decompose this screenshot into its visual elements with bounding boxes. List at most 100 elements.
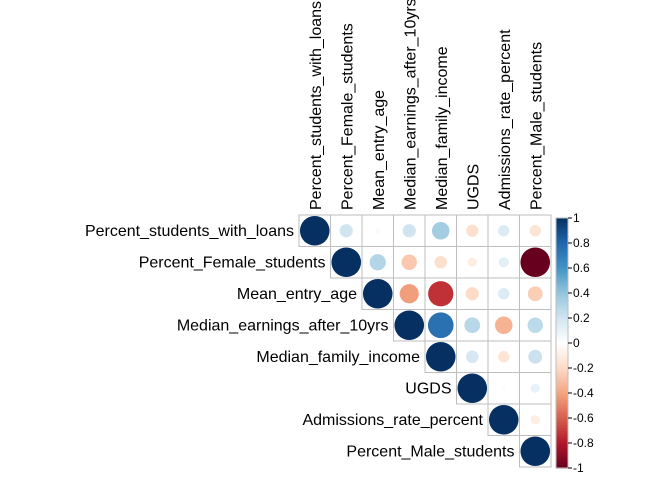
legend-swatch bbox=[556, 445, 568, 449]
correlation-circle bbox=[431, 221, 450, 240]
legend-swatch bbox=[556, 228, 568, 232]
legend-swatch bbox=[556, 280, 568, 284]
legend-swatch bbox=[556, 448, 568, 452]
legend-swatch bbox=[556, 263, 568, 267]
legend-swatch bbox=[556, 270, 568, 274]
correlation-circle bbox=[402, 224, 416, 238]
correlation-circle bbox=[467, 257, 477, 267]
row-label: UGDS bbox=[405, 380, 451, 397]
correlation-circle bbox=[362, 278, 393, 309]
legend-swatch bbox=[556, 435, 568, 439]
legend-tick-label: 1 bbox=[573, 211, 580, 225]
legend-swatch bbox=[556, 318, 568, 322]
legend-swatch bbox=[556, 418, 568, 422]
legend-swatch bbox=[556, 230, 568, 234]
legend-swatch bbox=[556, 393, 568, 397]
correlation-circle bbox=[528, 349, 543, 364]
correlation-circle bbox=[498, 225, 510, 237]
legend-tick-label: 0.4 bbox=[573, 286, 590, 300]
correlation-circle bbox=[498, 351, 510, 363]
correlation-circle bbox=[530, 415, 540, 425]
legend-tick-label: 0 bbox=[573, 336, 580, 350]
legend-swatch bbox=[556, 233, 568, 237]
legend-swatch bbox=[556, 443, 568, 447]
legend-swatch bbox=[556, 400, 568, 404]
legend-swatch bbox=[556, 315, 568, 319]
correlation-circle bbox=[527, 317, 543, 333]
correlation-circle bbox=[401, 254, 417, 270]
legend-swatch bbox=[556, 463, 568, 467]
legend-swatch bbox=[556, 395, 568, 399]
legend-swatch bbox=[556, 273, 568, 277]
legend-swatch bbox=[556, 325, 568, 329]
color-legend: 1 0.8 0.6 0.4 0.2 0 -0.2 -0.4 -0.6 -0.8 -1 bbox=[555, 211, 594, 475]
correlation-circle bbox=[375, 228, 381, 234]
legend-swatch bbox=[556, 425, 568, 429]
legend-swatch bbox=[556, 283, 568, 287]
legend-swatch bbox=[556, 450, 568, 454]
correlation-circle bbox=[529, 225, 541, 237]
legend-swatch bbox=[556, 390, 568, 394]
legend-swatch bbox=[556, 363, 568, 367]
legend-swatch bbox=[556, 403, 568, 407]
legend-tick-label: 0.8 bbox=[573, 236, 590, 250]
legend-tick-label: -0.8 bbox=[573, 436, 594, 450]
correlation-circle bbox=[399, 284, 419, 304]
legend-swatch bbox=[556, 305, 568, 309]
legend-swatch bbox=[556, 353, 568, 357]
legend-swatch bbox=[556, 398, 568, 402]
correlation-circle bbox=[339, 224, 353, 238]
correlation-circles bbox=[299, 215, 551, 467]
legend-swatch bbox=[556, 340, 568, 344]
correlation-circle bbox=[464, 317, 481, 334]
legend-swatch bbox=[556, 310, 568, 314]
legend-swatch bbox=[556, 465, 568, 469]
legend-swatch bbox=[556, 380, 568, 384]
column-label: UGDS bbox=[465, 164, 482, 210]
legend-swatch bbox=[556, 440, 568, 444]
legend-swatch bbox=[556, 308, 568, 312]
legend-swatch bbox=[556, 428, 568, 432]
legend-swatch bbox=[556, 220, 568, 224]
legend-swatch bbox=[556, 300, 568, 304]
legend-swatch bbox=[556, 265, 568, 269]
correlation-circle bbox=[299, 215, 330, 246]
legend-swatch bbox=[556, 258, 568, 262]
legend-swatch bbox=[556, 328, 568, 332]
legend-swatch bbox=[556, 423, 568, 427]
legend-swatch bbox=[556, 433, 568, 437]
legend-swatch bbox=[556, 245, 568, 249]
legend-swatch bbox=[556, 460, 568, 464]
legend-swatch bbox=[556, 358, 568, 362]
legend-swatch bbox=[556, 420, 568, 424]
grid-cell bbox=[519, 435, 552, 468]
correlation-circle bbox=[527, 286, 543, 302]
legend-tick-label: 0.2 bbox=[573, 311, 590, 325]
legend-swatch bbox=[556, 255, 568, 259]
correlation-circle bbox=[457, 373, 488, 404]
legend-tick-label: -0.2 bbox=[573, 361, 594, 375]
legend-swatch bbox=[556, 260, 568, 264]
legend-swatch bbox=[556, 360, 568, 364]
correlation-circle bbox=[520, 436, 551, 467]
legend-swatch bbox=[556, 285, 568, 289]
row-label: Percent_Male_students bbox=[346, 443, 514, 460]
column-label: Percent_Female_students bbox=[339, 23, 356, 210]
correlation-circle bbox=[427, 312, 454, 339]
legend-tick-label: -0.4 bbox=[573, 386, 594, 400]
column-label: Median_earnings_after_10yrs bbox=[402, 0, 419, 210]
legend-swatch bbox=[556, 290, 568, 294]
correlation-circle bbox=[498, 257, 509, 268]
correlation-circle bbox=[465, 350, 479, 364]
legend-tick-label: 0.6 bbox=[573, 261, 590, 275]
correlation-circle bbox=[465, 287, 479, 301]
legend-swatch bbox=[556, 345, 568, 349]
correlation-circle bbox=[494, 316, 513, 335]
legend-swatch bbox=[556, 338, 568, 342]
legend-swatch bbox=[556, 235, 568, 239]
legend-swatch bbox=[556, 458, 568, 462]
legend-swatch bbox=[556, 275, 568, 279]
legend-swatch bbox=[556, 320, 568, 324]
legend-swatch bbox=[556, 365, 568, 369]
legend-swatch bbox=[556, 430, 568, 434]
